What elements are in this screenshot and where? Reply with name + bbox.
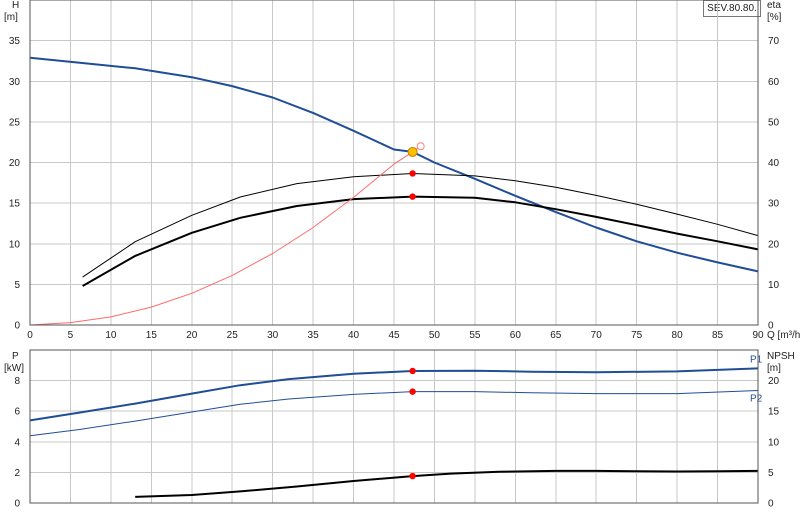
head-efficiency-x-tick-75: 75 [631,330,643,341]
head-efficiency-x-axis-label: Q [m³/h] [767,330,800,341]
head-efficiency-open-circle-marker [416,142,425,151]
head-efficiency-left-tick-35: 35 [9,36,21,47]
power-npsh-right-tick-20: 20 [768,376,780,387]
head-efficiency-left-axis-unit: [m] [4,12,18,23]
head-efficiency-left-axis-title: H [12,0,19,11]
power-npsh-right-axis-title: NPSH [767,351,795,362]
power-npsh-series-2-line [135,469,759,498]
head-efficiency-x-tick-30: 30 [267,330,279,341]
head-efficiency-right-tick-60: 60 [768,77,780,88]
head-efficiency-x-tick-80: 80 [672,330,684,341]
head-efficiency-x-tick-85: 85 [712,330,724,341]
power-npsh-left-axis-title: P [12,351,19,362]
head-efficiency-right-tick-20: 20 [768,239,780,250]
power-npsh-left-tick-8: 8 [14,376,20,387]
head-efficiency-x-tick-15: 15 [146,330,158,341]
head-efficiency-x-tick-65: 65 [550,330,562,341]
power-npsh-left-tick-4: 4 [14,437,20,448]
head-efficiency-plot-frame [29,0,759,326]
power-npsh-right-tick-5: 5 [768,468,774,479]
head-efficiency-x-tick-50: 50 [429,330,441,341]
head-efficiency-left-tick-5: 5 [14,280,20,291]
head-efficiency-x-tick-55: 55 [469,330,481,341]
head-efficiency-right-tick-70: 70 [768,36,780,47]
head-efficiency-duty-point-marker [407,146,418,157]
power-npsh-left-tick-6: 6 [14,407,20,418]
head-efficiency-x-tick-10: 10 [105,330,117,341]
head-efficiency-x-tick-40: 40 [348,330,360,341]
power-npsh-left-axis-unit: [kW] [4,363,24,374]
head-efficiency-x-tick-90: 90 [752,330,764,341]
power-npsh-operating-dot-1 [409,388,416,395]
power-npsh-left-tick-0: 0 [14,499,20,510]
head-efficiency-x-tick-20: 20 [186,330,198,341]
power-npsh-series-label-P1: P1 [750,354,763,365]
power-npsh-series-P1-line [29,367,759,422]
head-efficiency-x-tick-45: 45 [388,330,400,341]
head-efficiency-right-axis-unit: [%] [767,12,782,23]
power-npsh-operating-dot-2 [409,472,416,480]
power-npsh-right-tick-10: 10 [768,437,780,448]
head-efficiency-right-tick-30: 30 [768,199,780,210]
power-npsh-right-axis-unit: [m] [767,363,781,374]
head-efficiency-operating-dot-3 [409,193,416,200]
head-efficiency-right-tick-40: 40 [768,158,780,169]
head-efficiency-right-tick-50: 50 [768,117,780,128]
head-efficiency-x-tick-25: 25 [227,330,239,341]
power-npsh-left-tick-2: 2 [14,468,20,479]
head-efficiency-right-axis-title: eta [767,0,781,11]
head-efficiency-left-tick-15: 15 [9,199,21,210]
head-efficiency-right-tick-0: 0 [768,321,774,332]
head-efficiency-right-tick-10: 10 [768,280,780,291]
head-efficiency-left-tick-10: 10 [9,239,21,250]
power-npsh-right-tick-15: 15 [768,407,780,418]
head-efficiency-operating-dot-2 [409,170,416,177]
power-npsh-operating-dot-0 [409,367,416,375]
head-efficiency-left-tick-0: 0 [14,321,20,332]
head-efficiency-x-tick-35: 35 [308,330,320,341]
power-npsh-plot-frame [29,349,759,504]
power-npsh-series-label-P2: P2 [750,394,763,405]
head-efficiency-x-tick-70: 70 [591,330,603,341]
head-efficiency-x-tick-60: 60 [510,330,522,341]
head-efficiency-left-tick-25: 25 [9,117,21,128]
power-npsh-right-tick-0: 0 [768,499,774,510]
power-npsh-series-P2-line [29,390,759,437]
head-efficiency-series-3-line [29,145,421,326]
head-efficiency-left-tick-30: 30 [9,77,21,88]
head-efficiency-x-tick-5: 5 [68,330,74,341]
head-efficiency-series-2-line [82,195,759,287]
head-efficiency-left-tick-20: 20 [9,158,21,169]
head-efficiency-x-tick-0: 0 [27,330,33,341]
head-efficiency-series-1-line [82,173,759,278]
